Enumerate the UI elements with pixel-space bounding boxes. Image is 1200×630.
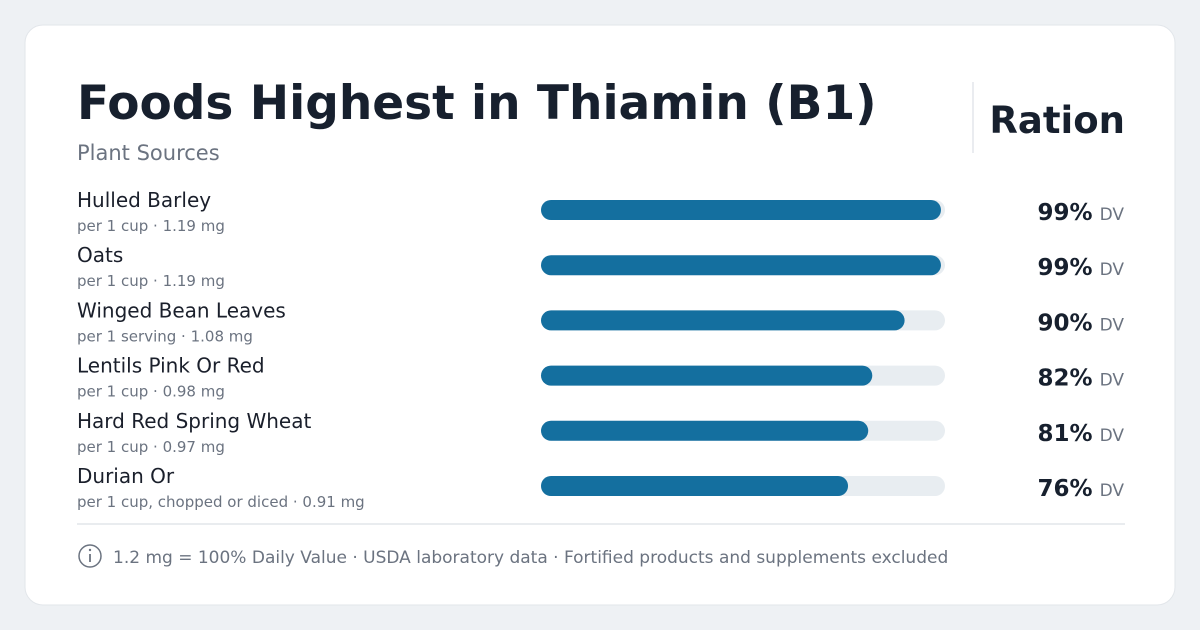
chart-title: Foods Highest in Thiamin (B1) (77, 76, 877, 131)
bar (541, 476, 849, 496)
value-percent: 81% (1038, 421, 1093, 447)
bar (541, 255, 941, 276)
bar (541, 420, 869, 441)
value-label: 82% DV (1038, 366, 1125, 392)
value-percent: 99% (1038, 200, 1093, 226)
footnote: 1.2 mg = 100% Daily Value · USDA laborat… (113, 548, 948, 568)
category-label: Hard Red Spring Wheat (77, 409, 311, 433)
value-unit: DV (1100, 315, 1125, 335)
bar (541, 365, 873, 386)
category-label: Hulled Barley (77, 188, 211, 212)
value-percent: 99% (1038, 255, 1093, 281)
category-label: Oats (77, 243, 123, 267)
value-label: 99% DV (1038, 200, 1125, 226)
value-label: 90% DV (1038, 310, 1125, 336)
value-label: 76% DV (1038, 476, 1125, 502)
value-label: 81% DV (1038, 421, 1125, 447)
category-label: Winged Bean Leaves (77, 298, 286, 322)
category-detail: per 1 cup · 0.97 mg (77, 438, 225, 456)
info-icon (78, 544, 102, 568)
value-unit: DV (1100, 205, 1125, 225)
value-label: 99% DV (1038, 255, 1125, 281)
bar (541, 200, 941, 220)
value-percent: 82% (1038, 366, 1093, 392)
value-unit: DV (1100, 481, 1125, 501)
value-unit: DV (1100, 426, 1125, 446)
value-percent: 90% (1038, 310, 1093, 336)
category-detail: per 1 cup · 1.19 mg (77, 272, 225, 290)
category-detail: per 1 serving · 1.08 mg (77, 327, 253, 345)
category-label: Durian Or (77, 464, 175, 488)
category-label: Lentils Pink Or Red (77, 354, 265, 378)
bar (541, 310, 905, 331)
category-detail: per 1 cup · 1.19 mg (77, 217, 225, 235)
value-percent: 76% (1038, 476, 1093, 502)
category-detail: per 1 cup, chopped or diced · 0.91 mg (77, 493, 365, 511)
chart-subtitle: Plant Sources (77, 141, 220, 165)
value-unit: DV (1100, 371, 1125, 391)
category-detail: per 1 cup · 0.98 mg (77, 383, 225, 401)
brand: Ration (989, 99, 1125, 142)
value-unit: DV (1100, 260, 1125, 280)
